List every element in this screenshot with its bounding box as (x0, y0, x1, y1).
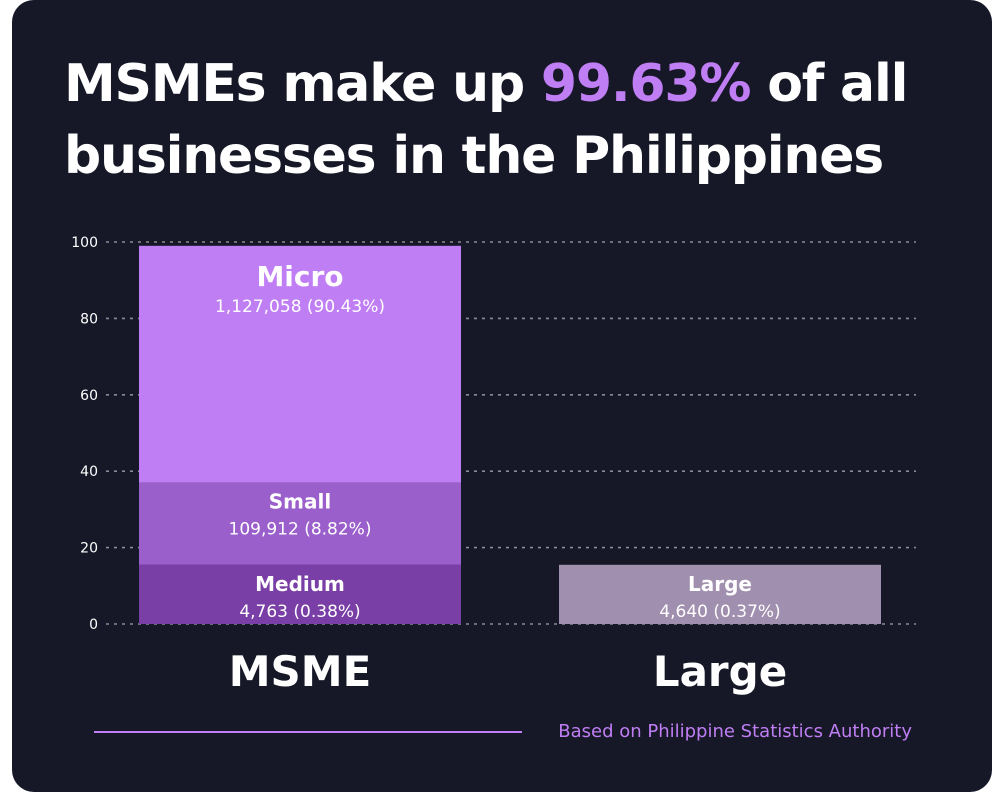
title-highlight: 99.63% (540, 54, 752, 114)
title-lead: MSMEs make up (64, 54, 541, 114)
bar-segment-large (559, 564, 881, 624)
y-axis-ticks: 0 20 40 60 80 100 (71, 235, 98, 633)
y-tick-label-0: 0 (89, 617, 98, 633)
segment-value-small: 109,912 (8.82%) (229, 520, 372, 540)
bar-segment-micro (139, 245, 461, 483)
y-tick-label-80: 80 (80, 311, 98, 327)
segment-name-large: Large (688, 572, 752, 596)
x-axis-categories: MSME Large (229, 647, 787, 696)
y-tick-label-100: 100 (71, 235, 98, 251)
segment-name-small: Small (269, 490, 331, 514)
segment-name-medium: Medium (255, 572, 345, 596)
chart-title: MSMEs make up 99.63% of all businesses i… (64, 48, 964, 192)
source-note: Based on Philippine Statistics Authority (558, 721, 912, 742)
bar-layer: Medium 4,763 (0.38%) Small 109,912 (8.82%) M… (139, 245, 881, 624)
y-tick-label-40: 40 (80, 464, 98, 480)
y-tick-label-60: 60 (80, 388, 98, 404)
segment-name-micro: Micro (256, 260, 343, 293)
source-divider (94, 731, 522, 733)
stacked-bar-chart: 0 20 40 60 80 100 Medium 4,763 (0.38%) Small 109… (71, 235, 916, 696)
title-tail: of all businesses in the Philippines (64, 54, 908, 186)
segment-value-large: 4,640 (0.37%) (659, 602, 780, 622)
x-category-label-msme: MSME (229, 647, 372, 696)
x-category-label-large: Large (653, 647, 787, 696)
segment-value-medium: 4,763 (0.38%) (239, 602, 360, 622)
bar-segment-small (139, 482, 461, 565)
y-tick-label-20: 20 (80, 541, 98, 557)
chart-card: MSMEs make up 99.63% of all businesses i… (12, 0, 992, 792)
segment-value-micro: 1,127,058 (90.43%) (215, 297, 385, 317)
bar-segment-medium (139, 564, 461, 624)
